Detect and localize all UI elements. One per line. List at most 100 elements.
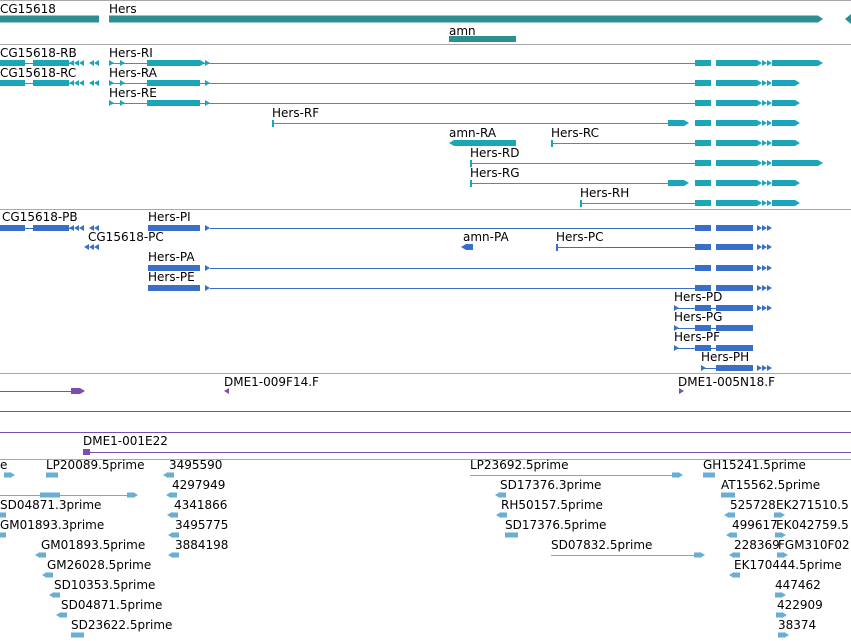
exon-block[interactable]	[505, 532, 518, 538]
exon-block[interactable]	[148, 285, 200, 291]
mrna-label-amn-ra[interactable]: amn-RA	[449, 126, 497, 140]
exon-block[interactable]	[772, 200, 795, 206]
exon-block[interactable]	[716, 200, 757, 206]
protein-label-hers-pg[interactable]: Hers-PG	[674, 310, 723, 324]
est-label[interactable]: EK170444.5prime	[734, 558, 842, 572]
exon-block[interactable]	[772, 180, 795, 186]
exon-block[interactable]	[168, 472, 174, 478]
protein-label-hers-pd[interactable]: Hers-PD	[674, 290, 723, 304]
mrna-label-hers-ri[interactable]: Hers-RI	[109, 46, 153, 60]
exon-block[interactable]	[0, 512, 6, 518]
exon-block[interactable]	[695, 200, 711, 206]
est-label[interactable]: 4341866	[174, 498, 228, 512]
exon-block[interactable]	[127, 492, 133, 498]
exon-block[interactable]	[734, 552, 740, 558]
mrna-label-hers-ra[interactable]: Hers-RA	[109, 66, 157, 80]
est-label[interactable]: 4297949	[172, 478, 226, 492]
exon-block[interactable]	[731, 532, 737, 538]
gene-label-hers[interactable]: Hers	[109, 2, 137, 16]
protein-label-hers-pa[interactable]: Hers-PA	[148, 250, 195, 264]
exon-block[interactable]	[776, 612, 782, 618]
exon-block[interactable]	[556, 244, 558, 251]
exon-block[interactable]	[71, 632, 84, 638]
est-label[interactable]: e	[0, 458, 8, 472]
exon-block[interactable]	[716, 100, 757, 106]
exon-block[interactable]	[147, 60, 200, 66]
exon-block[interactable]	[716, 345, 753, 351]
est-label[interactable]: SD04871.3prime	[0, 498, 102, 512]
exon-block[interactable]	[716, 305, 753, 311]
marker-label-dme1-001e22[interactable]: DME1-001E22	[83, 434, 168, 448]
exon-block[interactable]	[695, 345, 711, 351]
exon-block[interactable]	[716, 180, 757, 186]
est-label[interactable]: 3495775	[175, 518, 229, 532]
exon-block[interactable]	[772, 60, 818, 66]
est-label[interactable]: SD17376.5prime	[505, 518, 607, 532]
exon-block[interactable]	[54, 592, 60, 598]
mrna-label-hers-rf[interactable]: Hers-RF	[272, 106, 320, 120]
exon-block[interactable]	[449, 36, 516, 42]
exon-block[interactable]	[0, 225, 25, 231]
exon-block[interactable]	[772, 120, 795, 126]
exon-block[interactable]	[694, 552, 700, 558]
exon-block[interactable]	[729, 512, 735, 518]
est-label[interactable]: SD10353.5prime	[54, 578, 156, 592]
exon-block[interactable]	[772, 80, 795, 86]
exon-block[interactable]	[772, 140, 795, 146]
est-label[interactable]: GM26028.5prime	[47, 558, 152, 572]
exon-block[interactable]	[772, 160, 818, 166]
est-label[interactable]: 3884198	[175, 538, 229, 552]
exon-block[interactable]	[668, 180, 684, 186]
mrna-label-hers-rd[interactable]: Hers-RD	[470, 146, 520, 160]
est-label[interactable]: 228369	[734, 538, 780, 552]
exon-block[interactable]	[148, 265, 200, 271]
exon-block[interactable]	[716, 365, 753, 371]
est-label[interactable]: GM01893.5prime	[41, 538, 146, 552]
est-label[interactable]: SD04871.5prime	[61, 598, 163, 612]
exon-block[interactable]	[734, 572, 740, 578]
mrna-label-hers-rg[interactable]: Hers-RG	[470, 166, 520, 180]
exon-block[interactable]	[454, 140, 516, 146]
est-label[interactable]: FGM310F02	[778, 538, 850, 552]
exon-block[interactable]	[470, 180, 472, 187]
exon-block[interactable]	[4, 472, 10, 478]
est-label[interactable]: 3495590	[169, 458, 223, 472]
exon-block[interactable]	[40, 492, 60, 498]
est-label[interactable]: 447462	[775, 578, 821, 592]
gene-label-cg15618[interactable]: CG15618	[0, 2, 56, 16]
exon-block[interactable]	[695, 265, 711, 271]
exon-block[interactable]	[695, 80, 711, 86]
exon-block[interactable]	[695, 225, 711, 231]
exon-block[interactable]	[0, 532, 6, 538]
exon-block[interactable]	[171, 492, 177, 498]
est-label[interactable]: AT15562.5prime	[721, 478, 821, 492]
est-label[interactable]: GH15241.5prime	[703, 458, 806, 472]
est-label[interactable]: 499617	[732, 518, 778, 532]
exon-block[interactable]	[695, 305, 711, 311]
exon-block[interactable]	[173, 532, 179, 538]
protein-label-hers-ph[interactable]: Hers-PH	[701, 350, 750, 364]
exon-block[interactable]	[109, 15, 818, 23]
exon-block[interactable]	[272, 120, 274, 127]
gene-label-amn[interactable]: amn	[449, 24, 476, 38]
exon-block[interactable]	[71, 388, 80, 394]
est-label[interactable]: RH50157.5prime	[501, 498, 603, 512]
exon-block[interactable]	[716, 140, 757, 146]
exon-block[interactable]	[0, 15, 99, 23]
exon-block[interactable]	[775, 592, 781, 598]
exon-block[interactable]	[716, 160, 757, 166]
protein-label-amn-pa[interactable]: amn-PA	[463, 230, 509, 244]
est-label[interactable]: LP20089.5prime	[46, 458, 145, 472]
est-label[interactable]: 38374	[778, 618, 817, 632]
exon-block[interactable]	[716, 244, 753, 250]
exon-block[interactable]	[721, 492, 735, 498]
exon-block[interactable]	[695, 120, 711, 126]
exon-block[interactable]	[716, 325, 753, 331]
protein-label-hers-pe[interactable]: Hers-PE	[148, 270, 195, 284]
est-label[interactable]: SD17376.3prime	[500, 478, 602, 492]
exon-block[interactable]	[61, 612, 67, 618]
est-label[interactable]: SD23622.5prime	[71, 618, 173, 632]
est-label[interactable]: EK042759.5	[776, 518, 849, 532]
exon-block[interactable]	[716, 80, 757, 86]
est-label[interactable]: 422909	[777, 598, 823, 612]
